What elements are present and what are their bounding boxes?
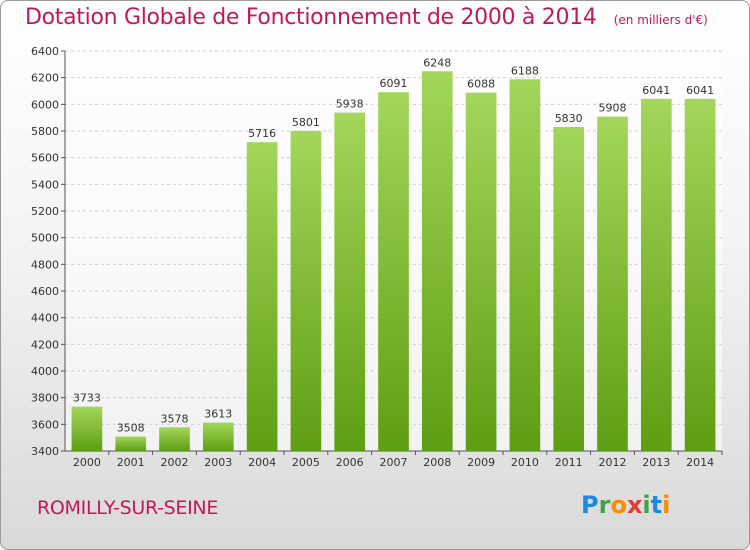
bar (465, 92, 497, 451)
y-tick-label: 6000 (31, 98, 59, 111)
bar (378, 92, 409, 451)
x-tick-label: 2013 (642, 456, 670, 469)
logo-letter: r (598, 491, 611, 519)
bar-value-label: 5830 (555, 112, 583, 125)
bar (115, 436, 147, 451)
bar-value-label: 6188 (511, 64, 539, 77)
bar-value-label: 6091 (380, 77, 408, 90)
y-tick-label: 5200 (31, 205, 59, 218)
logo-letter: i (662, 491, 671, 519)
logo-letter: x (626, 491, 643, 519)
bar (553, 127, 585, 451)
x-tick-label: 2011 (555, 456, 583, 469)
chart-title: Dotation Globale de Fonctionnement de 20… (25, 5, 597, 30)
y-tick-label: 4000 (31, 365, 59, 378)
y-tick-label: 5800 (31, 125, 59, 138)
y-tick-label: 6200 (31, 72, 59, 85)
x-tick-label: 2007 (380, 456, 408, 469)
y-tick-label: 5600 (31, 152, 59, 165)
y-tick-label: 4800 (31, 258, 59, 271)
logo-letter: i (642, 491, 651, 519)
bar (640, 98, 672, 451)
bar (597, 116, 628, 451)
y-tick-label: 4200 (31, 338, 59, 351)
bar-value-label: 3733 (73, 392, 101, 405)
bar (246, 142, 278, 451)
bar (509, 79, 541, 452)
y-tick-label: 3600 (31, 418, 59, 431)
bar (159, 427, 190, 451)
bar (71, 406, 103, 451)
commune-name: ROMILLY-SUR-SEINE (37, 497, 219, 519)
bar-value-label: 5908 (599, 102, 627, 115)
bar-value-label: 6041 (686, 84, 714, 97)
y-tick-label: 5400 (31, 178, 59, 191)
logo-letter: t (650, 491, 663, 519)
y-tick-label: 5000 (31, 232, 59, 245)
bar (421, 71, 453, 452)
y-tick-label: 3400 (31, 445, 59, 458)
bar-value-label: 3508 (117, 422, 145, 435)
x-tick-label: 2002 (161, 456, 189, 469)
x-tick-label: 2006 (336, 456, 364, 469)
x-tick-label: 2008 (423, 456, 451, 469)
title-block: Dotation Globale de Fonctionnement de 20… (25, 5, 708, 30)
bar-value-label: 5938 (336, 98, 364, 111)
x-tick-label: 2009 (467, 456, 495, 469)
x-tick-label: 2003 (204, 456, 232, 469)
bar-value-label: 5801 (292, 116, 320, 129)
y-tick-label: 3800 (31, 392, 59, 405)
proxiti-logo: Proxiti (581, 491, 670, 519)
bar-value-label: 3578 (161, 412, 189, 425)
bar-value-label: 6248 (423, 56, 451, 69)
y-tick-label: 4400 (31, 312, 59, 325)
bar-value-label: 3613 (204, 408, 232, 421)
bar-value-label: 5716 (248, 127, 276, 140)
y-tick-label: 6400 (31, 45, 59, 58)
x-tick-label: 2004 (248, 456, 276, 469)
x-tick-label: 2012 (599, 456, 627, 469)
bar-value-label: 6041 (642, 84, 670, 97)
y-tick-label: 4600 (31, 285, 59, 298)
bar (202, 422, 234, 451)
logo-letter: P (581, 491, 599, 519)
logo-letter: o (610, 491, 627, 519)
x-tick-label: 2000 (73, 456, 101, 469)
x-tick-label: 2005 (292, 456, 320, 469)
x-tick-label: 2001 (117, 456, 145, 469)
x-tick-label: 2014 (686, 456, 714, 469)
bar (334, 112, 366, 451)
x-tick-label: 2010 (511, 456, 539, 469)
chart-subtitle: (en milliers d'€) (613, 13, 708, 27)
bar-value-label: 6088 (467, 78, 495, 91)
bar (290, 130, 322, 451)
bar (684, 98, 716, 451)
